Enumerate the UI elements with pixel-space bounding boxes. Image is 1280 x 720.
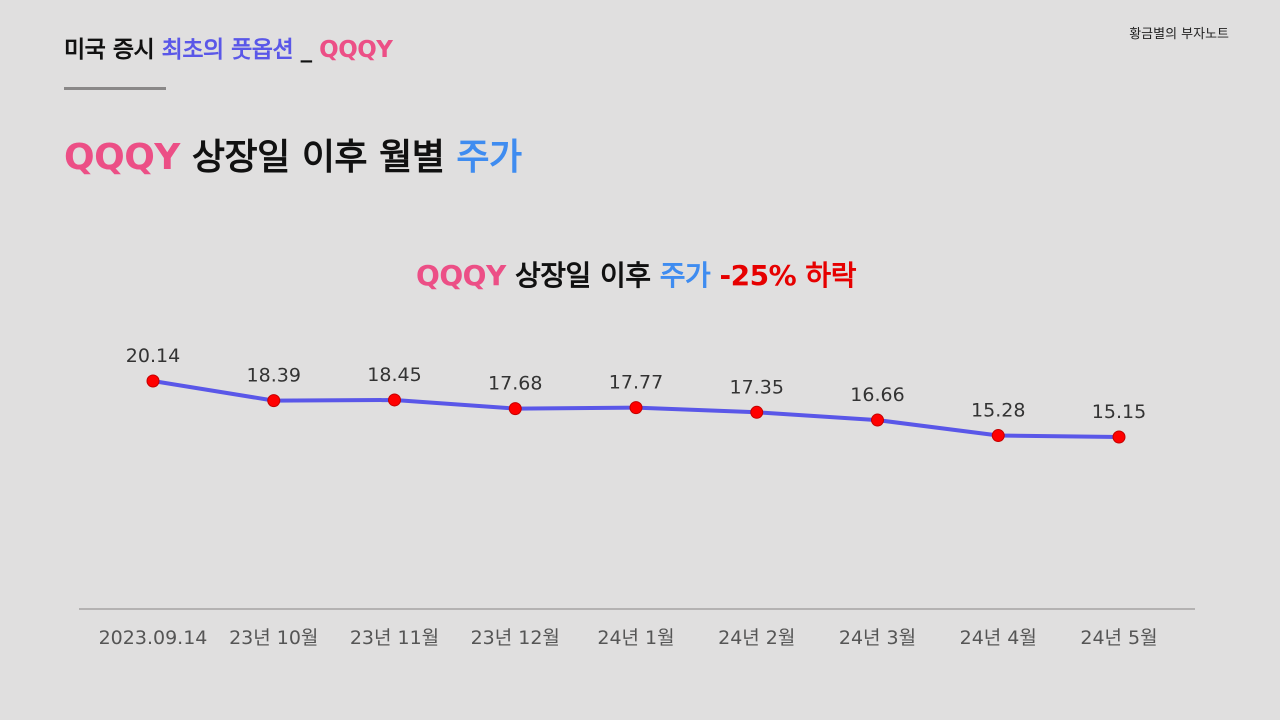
x-tick-label: 24년 2월 (718, 627, 795, 649)
data-label: 15.28 (971, 400, 1025, 422)
x-tick-label: 2023.09.14 (99, 627, 208, 649)
x-tick-label: 24년 3월 (839, 627, 916, 649)
data-point-marker (388, 393, 401, 407)
header-title-part4: QQQY (319, 37, 393, 63)
data-label: 20.14 (126, 345, 180, 367)
data-label: 16.66 (850, 384, 904, 406)
data-point-marker (629, 401, 643, 415)
x-tick-label: 24년 1월 (597, 627, 674, 649)
data-label: 17.35 (730, 376, 784, 398)
x-tick-label: 24년 5월 (1080, 627, 1157, 649)
page-title-text: 상장일 이후 월별 (179, 137, 457, 178)
page-title-highlight: 주가 (456, 137, 522, 178)
page-title-ticker: QQQY (64, 137, 180, 178)
data-label: 18.39 (247, 365, 301, 387)
data-point-marker (991, 429, 1005, 443)
data-point-marker (267, 394, 281, 408)
x-tick-label: 24년 4월 (960, 627, 1037, 649)
header-title-part1: 미국 증시 (64, 37, 162, 63)
chart-title-highlight: 주가 (659, 259, 711, 292)
data-label: 17.77 (609, 372, 663, 394)
page-title: QQQY 상장일 이후 월별 주가 (64, 128, 522, 180)
header-title: 미국 증시 최초의 풋옵션 _ QQQY (64, 30, 393, 64)
data-label: 15.15 (1092, 401, 1146, 423)
x-tick-label: 23년 12월 (471, 627, 560, 649)
data-point-marker (146, 374, 160, 388)
brand-label: 황금별의 부자노트 (1129, 27, 1229, 42)
header-title-part2: 최초의 풋옵션 (161, 37, 294, 63)
chart-title-change: -25% 하락 (710, 259, 857, 292)
chart-title-ticker: QQQY (416, 259, 506, 292)
data-point-marker (871, 413, 884, 427)
chart-title-text: 상장일 이후 (505, 259, 660, 292)
data-label: 17.68 (488, 373, 542, 395)
header-title-part3: _ (293, 37, 320, 63)
header-underline (64, 87, 166, 90)
chart-title: QQQY 상장일 이후 주가 -25% 하락 (0, 254, 1272, 294)
data-point-marker (750, 405, 764, 419)
x-tick-label: 23년 10월 (229, 627, 318, 649)
data-point-marker (1112, 430, 1126, 444)
data-point-marker (508, 402, 522, 416)
data-label: 18.45 (367, 364, 421, 386)
x-tick-label: 23년 11월 (350, 627, 439, 649)
